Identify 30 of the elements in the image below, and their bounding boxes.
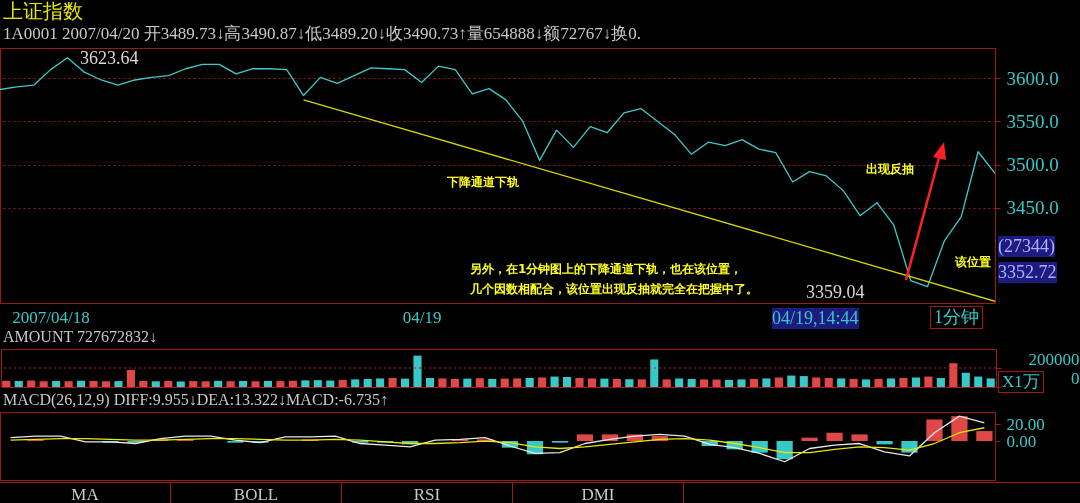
text: 3352.72 xyxy=(998,262,1057,283)
y-tick-label: 200000 xyxy=(1028,349,1080,369)
annotation: 出现反抽 xyxy=(866,162,914,177)
y-tick-label: 0.00 xyxy=(1006,431,1037,451)
y-tick-label: 0 xyxy=(1071,368,1080,388)
annotation: 几个因数相配合，该位置出现反抽就完全在把握中了。 xyxy=(470,282,758,297)
annotation: 另外，在1分钟图上的下降通道下轨，也在该位置， xyxy=(470,262,743,277)
chart-title: AMOUNT 727672832↓ xyxy=(2,327,158,347)
annotation: 该位置 xyxy=(955,255,991,270)
x-tick-label: 2007/04/18 xyxy=(12,307,90,327)
chart-title: MACD(26,12,9) DIFF:9.955↓DEA:13.322↓MACD:-6.735↑ xyxy=(2,390,389,410)
text: MA xyxy=(0,483,171,503)
annotation: 3623.64 xyxy=(80,48,139,69)
annotation: 3359.04 xyxy=(806,282,865,303)
y-tick-label: 3500.0 xyxy=(1006,154,1059,176)
chart-title: 上证指数 xyxy=(2,0,84,23)
text: (27344) xyxy=(998,236,1055,257)
text: DMI xyxy=(513,483,684,503)
x-tick-label: 04/19 xyxy=(402,307,442,327)
y-tick-label: 20.00 xyxy=(1006,414,1045,434)
text: 1分钟 xyxy=(930,306,983,329)
y-tick-label: 3600.0 xyxy=(1006,67,1059,89)
y-tick-label: 3450.0 xyxy=(1006,197,1059,219)
text: 04/19,14:44 xyxy=(772,308,859,329)
text: RSI xyxy=(342,483,513,503)
y-tick-label: 3550.0 xyxy=(1006,110,1059,132)
text: BOLL xyxy=(171,483,342,503)
chart-subtitle: 1A0001 2007/04/20 开3489.73↓高3490.87↓低3489.20↓收3490.73↑量654888↓额72767↓换0. xyxy=(2,23,642,45)
text: X1万 xyxy=(998,371,1044,393)
annotation: 下降通道下轨 xyxy=(447,175,519,190)
